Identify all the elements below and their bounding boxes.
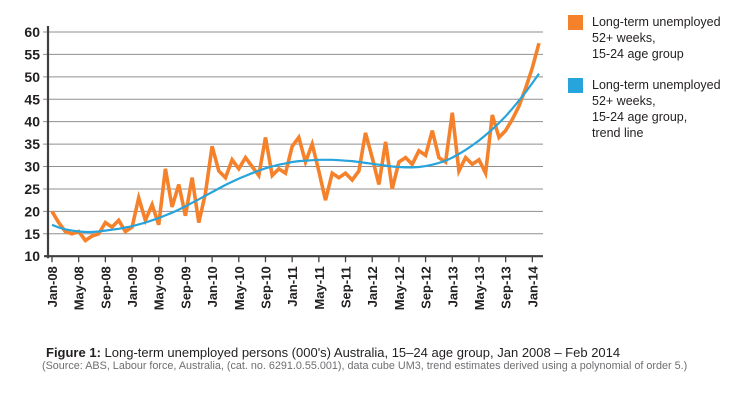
x-tick-label: Jan-10 (205, 266, 220, 307)
legend-label-trend: Long-term unemployed 52+ weeks, 15-24 ag… (592, 78, 721, 140)
line-chart: 60 55 50 45 40 35 30 25 20 15 10 Jan-08 May-08 Sep-08… (24, 24, 543, 310)
y-tick-label: 30 (24, 159, 40, 175)
x-tick-label: Sep-13 (499, 266, 514, 309)
x-tick-label: Sep-08 (98, 266, 113, 309)
series-line-0 (50, 42, 541, 243)
figure-caption-text: Long-term unemployed persons (000's) Aus… (100, 345, 621, 360)
y-tick-label: 15 (24, 226, 40, 242)
x-tick-label: Sep-11 (339, 266, 354, 308)
y-tick-label: 40 (24, 114, 40, 130)
x-tick-label: Jan-14 (525, 265, 540, 307)
legend-item-series: Long-term unemployed 52+ weeks, 15-24 ag… (568, 14, 746, 62)
x-tick-label: Sep-12 (419, 266, 434, 309)
y-tick-label: 60 (24, 24, 40, 40)
x-tick-label: May-10 (232, 266, 247, 310)
legend-label-series: Long-term unemployed 52+ weeks, 15-24 ag… (592, 15, 721, 61)
x-tick-label: Jan-09 (125, 266, 140, 307)
y-tick-label: 10 (24, 248, 40, 264)
x-tick-label: May-09 (152, 266, 167, 310)
figure-caption-label: Figure 1: (46, 345, 101, 360)
x-tick-label: May-08 (72, 266, 87, 310)
y-tick-label: 20 (24, 203, 40, 219)
y-tick-label: 35 (24, 136, 40, 152)
y-tick-label: 50 (24, 69, 40, 85)
x-tick-label: Jan-11 (285, 266, 300, 306)
chart-legend: Long-term unemployed 52+ weeks, 15-24 ag… (568, 14, 746, 156)
x-tick-label: Jan-12 (365, 266, 380, 307)
x-tick-label: May-11 (312, 266, 327, 309)
figure-caption: Figure 1: Long-term unemployed persons (… (46, 345, 736, 360)
x-tick-label: Jan-08 (45, 266, 60, 307)
x-tick-label: Jan-13 (445, 266, 460, 307)
y-tick-label: 45 (24, 91, 40, 107)
x-tick-label: Sep-10 (258, 266, 273, 309)
legend-swatch-orange (568, 15, 583, 30)
y-tick-label: 25 (24, 181, 40, 197)
series-line-1 (51, 73, 540, 234)
x-tick-label: May-12 (392, 266, 407, 310)
legend-swatch-blue (568, 78, 583, 93)
x-tick-label: Sep-09 (178, 266, 193, 309)
y-tick-label: 55 (24, 46, 40, 62)
legend-item-trend: Long-term unemployed 52+ weeks, 15-24 ag… (568, 77, 746, 141)
figure-source: (Source: ABS, Labour force, Australia, (… (42, 360, 688, 372)
x-tick-label: May-13 (472, 266, 487, 310)
